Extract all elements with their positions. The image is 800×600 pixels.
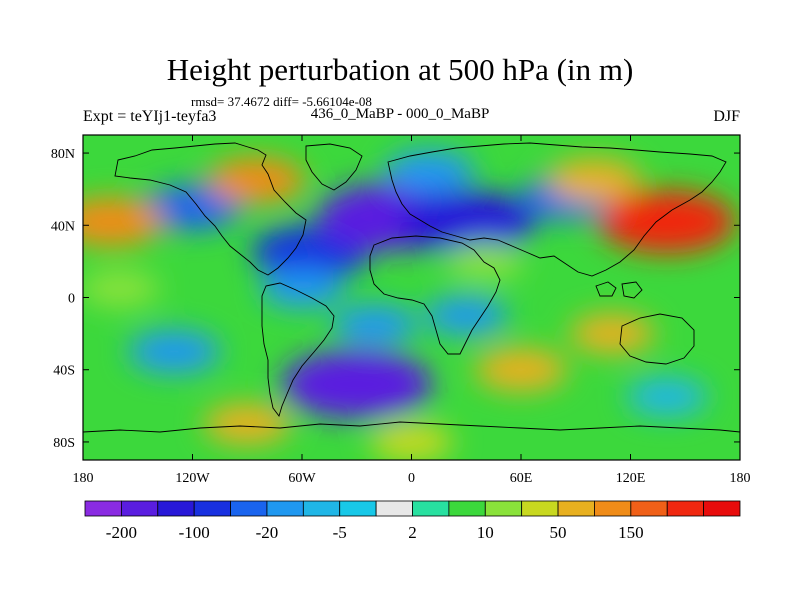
longitude-tick-label: 180 xyxy=(730,471,751,486)
field-anomaly-blob xyxy=(626,377,708,417)
period-difference-label: 436_0_MaBP - 000_0_MaBP xyxy=(310,106,490,122)
field-anomaly-blob xyxy=(83,197,163,247)
experiment-label: Expt = teYIj1-teyfa3 xyxy=(83,108,217,125)
antarctica-outline xyxy=(82,421,741,433)
field-anomaly-blob xyxy=(397,190,535,254)
longitude-tick-label: 120W xyxy=(175,471,210,486)
longitude-tick-label: 60W xyxy=(288,471,316,486)
eurasia-outline xyxy=(387,142,727,277)
south-america-outline xyxy=(261,282,335,417)
longitude-tick-label: 60E xyxy=(510,471,533,486)
map-field-layer xyxy=(83,135,740,460)
north-america-outline xyxy=(114,142,307,276)
field-anomaly-blob xyxy=(128,330,221,374)
latitude-tick-label: 0 xyxy=(68,292,75,307)
continent-outlines xyxy=(82,142,741,433)
maritime-continent-outline xyxy=(595,281,643,299)
field-blobs xyxy=(83,149,736,460)
latitude-axis: 80N 40N 0 40S 80S xyxy=(51,147,740,451)
africa-outline xyxy=(369,235,501,355)
longitude-tick-label: 120E xyxy=(616,471,646,486)
longitude-tick-label: 180 xyxy=(73,471,94,486)
stats-label: rmsd= 37.4672 diff= -5.66104e-08 xyxy=(191,94,372,109)
longitude-axis: 180 120W 60W 0 60E 120E 180 xyxy=(73,135,751,486)
field-anomaly-blob xyxy=(424,295,508,336)
field-anomaly-blob xyxy=(207,157,306,203)
plot-title: Height perturbation at 500 hPa (in m) xyxy=(166,52,634,87)
field-anomaly-blob xyxy=(547,158,641,203)
longitude-tick-label: 0 xyxy=(408,471,415,486)
field-anomaly-blob xyxy=(203,403,291,445)
field-anomaly-blob xyxy=(369,422,454,460)
field-anomaly-blob xyxy=(143,184,242,231)
field-anomaly-blob xyxy=(260,268,344,309)
field-anomaly-blob xyxy=(384,149,475,193)
field-anomaly-blob xyxy=(280,349,433,419)
latitude-tick-label: 80N xyxy=(51,147,75,162)
field-anomaly-blob xyxy=(445,242,524,281)
latitude-tick-label: 40S xyxy=(53,364,75,379)
australia-outline xyxy=(619,313,695,365)
field-anomaly-blob xyxy=(332,304,418,345)
field-anomaly-blob xyxy=(598,190,736,254)
greenland-outline xyxy=(305,143,363,191)
latitude-tick-label: 40N xyxy=(51,219,75,234)
field-anomaly-blob xyxy=(474,348,568,392)
field-anomaly-blob xyxy=(569,313,655,354)
latitude-tick-label: 80S xyxy=(53,436,75,451)
field-anomaly-blob xyxy=(83,269,160,308)
season-label: DJF xyxy=(713,108,740,125)
